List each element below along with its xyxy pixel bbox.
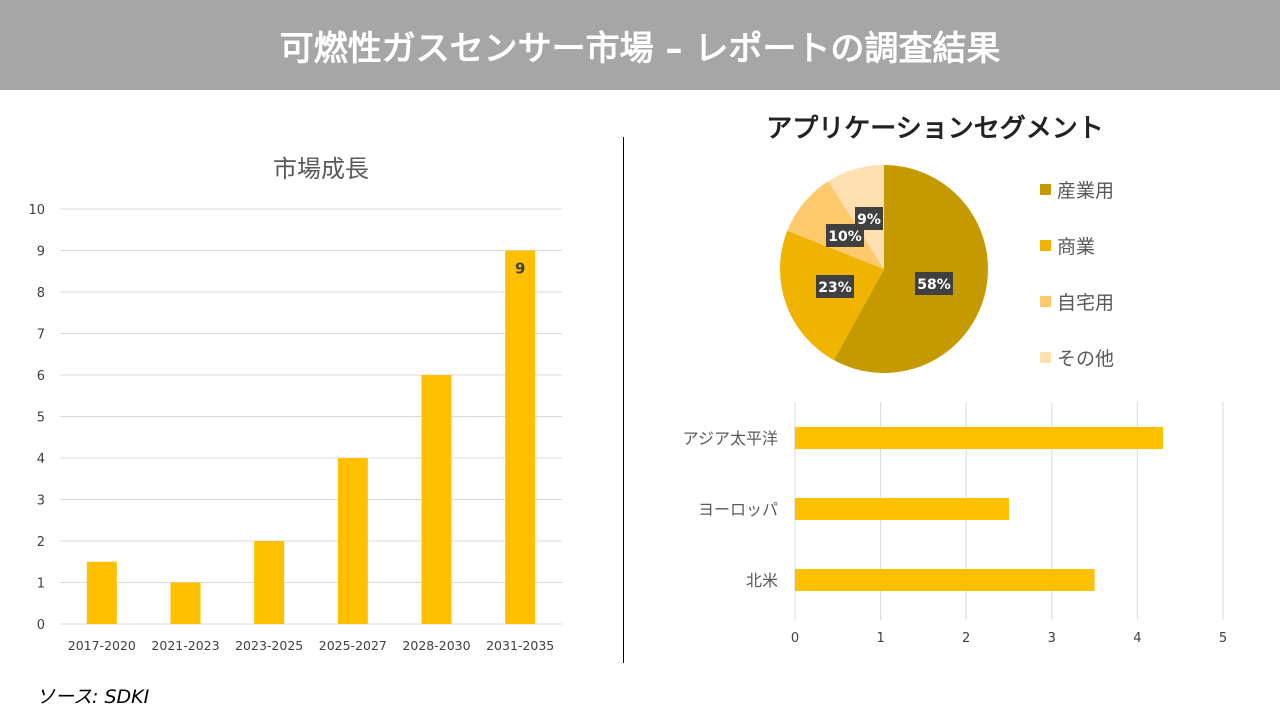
y-tick-label: 9 — [37, 245, 45, 260]
bar — [505, 250, 536, 624]
y-tick-label: 0 — [37, 618, 45, 633]
bar — [795, 569, 1095, 591]
legend-swatch — [1040, 352, 1051, 363]
pie-label-box — [816, 275, 854, 298]
bar-chart-title: 市場成長 — [273, 155, 369, 183]
x-tick-label: 2017-2020 — [68, 638, 136, 653]
y-tick-label: 北米 — [746, 571, 778, 590]
y-tick-label: 2 — [37, 535, 45, 550]
pie-chart-title: アプリケーションセグメント — [766, 114, 1104, 144]
bar — [795, 427, 1164, 449]
bar — [86, 561, 117, 624]
x-tick-label: 3 — [1048, 631, 1056, 646]
pie-slice — [833, 165, 988, 374]
legend-swatch — [1040, 184, 1051, 195]
pie-data-label: 58% — [917, 277, 951, 293]
pie-label-box — [826, 224, 864, 247]
pie-label-box — [855, 207, 883, 230]
legend-label: 自宅用 — [1057, 292, 1114, 314]
x-tick-label: 0 — [791, 631, 799, 646]
y-tick-label: 6 — [37, 369, 45, 384]
x-tick-label: 2028-2030 — [402, 638, 470, 653]
x-tick-label: 1 — [876, 631, 884, 646]
y-tick-label: 8 — [37, 286, 45, 301]
x-tick-label: 2 — [962, 631, 970, 646]
bar-data-label: 9 — [515, 260, 525, 278]
pie-data-label: 10% — [828, 229, 862, 245]
y-tick-label: 1 — [37, 577, 45, 592]
legend-swatch — [1040, 296, 1051, 307]
divider — [623, 137, 624, 663]
y-tick-label: ヨーロッパ — [698, 500, 778, 519]
bar — [170, 582, 201, 624]
legend-swatch — [1040, 240, 1051, 251]
legend-label: その他 — [1057, 348, 1114, 370]
legend-label: 商業 — [1057, 236, 1095, 258]
x-tick-label: 2023-2025 — [235, 638, 303, 653]
source-note: ソース: SDKI — [36, 686, 150, 708]
bar — [421, 375, 452, 624]
banner-title: 可燃性ガスセンサー市場 – レポートの調査結果 — [0, 0, 1280, 90]
x-tick-label: 2025-2027 — [319, 638, 387, 653]
x-tick-label: 2021-2023 — [151, 638, 219, 653]
y-tick-label: 10 — [28, 203, 45, 218]
y-tick-label: アジア太平洋 — [683, 429, 778, 448]
bar — [337, 458, 368, 624]
y-tick-label: 4 — [37, 452, 45, 467]
pie-label-box — [915, 272, 953, 295]
y-tick-label: 7 — [37, 328, 45, 343]
x-tick-label: 4 — [1133, 631, 1141, 646]
x-tick-label: 2031-2035 — [486, 638, 554, 653]
y-tick-label: 3 — [37, 494, 45, 509]
x-tick-label: 5 — [1219, 631, 1227, 646]
legend-label: 産業用 — [1057, 180, 1114, 202]
bar — [795, 498, 1009, 520]
pie-data-label: 23% — [818, 280, 852, 296]
bar — [254, 541, 285, 624]
pie-data-label: 9% — [857, 212, 881, 228]
y-tick-label: 5 — [37, 411, 45, 426]
